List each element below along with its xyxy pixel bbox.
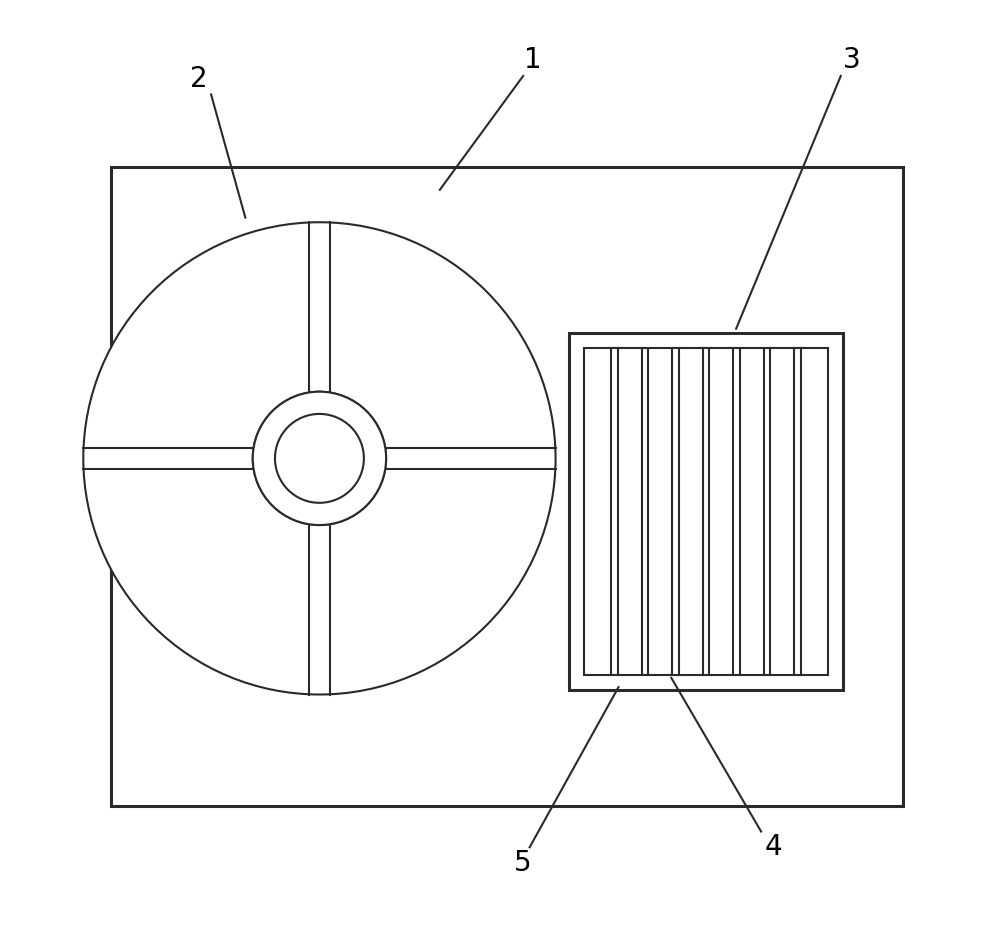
Circle shape <box>275 414 364 503</box>
Circle shape <box>253 392 386 525</box>
Text: 2: 2 <box>190 65 208 93</box>
Circle shape <box>83 222 556 694</box>
Text: 3: 3 <box>843 46 861 74</box>
Text: 1: 1 <box>524 46 541 74</box>
Text: 5: 5 <box>514 849 532 877</box>
Circle shape <box>253 392 386 525</box>
Bar <box>111 167 903 806</box>
Circle shape <box>275 414 364 503</box>
Bar <box>584 348 828 675</box>
Bar <box>569 333 843 690</box>
Text: 4: 4 <box>764 833 782 861</box>
